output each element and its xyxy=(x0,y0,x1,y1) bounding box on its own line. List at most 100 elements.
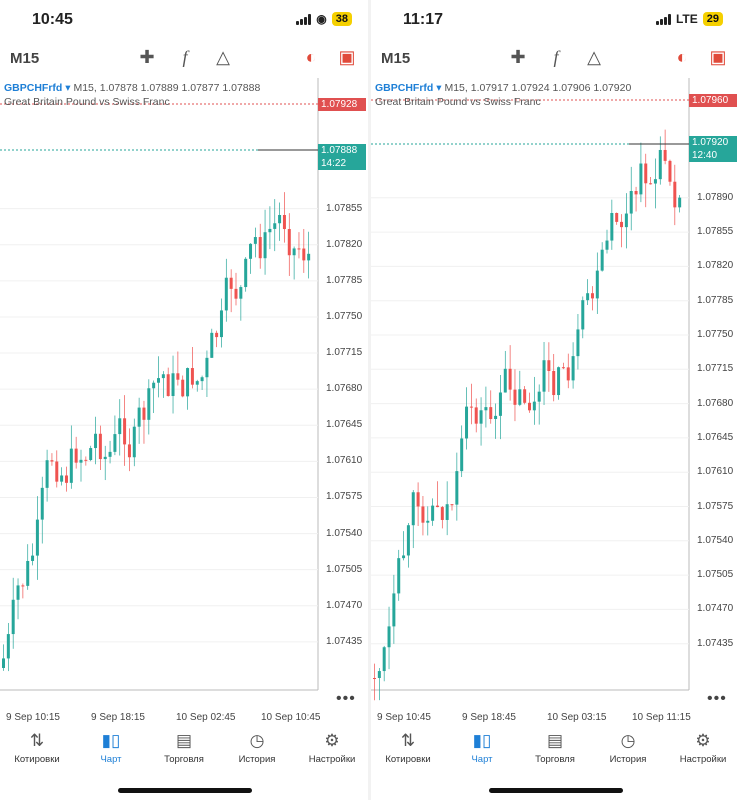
candle-body xyxy=(282,214,286,230)
candle-body xyxy=(40,487,44,520)
candle-body xyxy=(576,329,580,357)
bid-price-tag: 1.07920 12:40 xyxy=(689,136,737,162)
candle-body xyxy=(373,678,376,679)
nav-history[interactable]: ◷ История xyxy=(593,728,663,765)
home-indicator xyxy=(118,788,252,793)
candle-body xyxy=(523,389,527,403)
chart-candles-icon: ▮▯ xyxy=(101,731,121,750)
nav-label: Настройки xyxy=(679,754,727,765)
price-axis-label: 1.07435 xyxy=(697,637,734,649)
more-icon[interactable]: ••• xyxy=(336,690,356,707)
nav-quotes[interactable]: ⇅ Котировки xyxy=(373,728,443,765)
candle-body xyxy=(2,658,5,668)
candlestick-chart[interactable] xyxy=(371,78,739,726)
candle-body xyxy=(416,492,420,507)
nav-settings[interactable]: ⚙ Настройки xyxy=(668,728,738,765)
timeframe-button[interactable]: M15 xyxy=(10,50,40,67)
candle-body xyxy=(21,585,25,587)
quotes-icon: ⇅ xyxy=(400,731,416,750)
chart-trade-icon[interactable]: ▣ xyxy=(338,47,356,67)
candle-body xyxy=(26,560,30,586)
candlestick-chart[interactable] xyxy=(0,78,368,726)
candle-body xyxy=(219,310,223,338)
nav-trade[interactable]: ▤ Торговля xyxy=(520,728,590,765)
nav-chart[interactable]: ▮▯ Чарт xyxy=(76,728,146,765)
phone-screen-right: 11:17 LTE 29 M15 ✚ f △ ◐ ▣ GBPCHFrfd ▾ M… xyxy=(371,0,739,800)
price-axis-label: 1.07645 xyxy=(697,431,734,443)
price-axis-label: 1.07820 xyxy=(326,238,363,250)
candle-body xyxy=(581,300,585,330)
candle-body xyxy=(629,191,633,214)
ask-price-tag: 1.07960 xyxy=(689,94,737,107)
indicators-icon[interactable]: f xyxy=(553,47,559,67)
network-type: LTE xyxy=(675,12,698,26)
price-axis-label: 1.07645 xyxy=(326,419,363,431)
candle-body xyxy=(103,456,107,460)
candle-body xyxy=(532,401,536,411)
candle-body xyxy=(234,288,238,299)
time-axis-label: 9 Sep 10:15 xyxy=(6,712,60,723)
home-indicator xyxy=(489,788,623,793)
candle-body xyxy=(89,448,93,461)
symbol-name[interactable]: GBPCHFrfd xyxy=(375,82,434,94)
candle-body xyxy=(537,391,541,402)
candle-body xyxy=(489,407,493,420)
price-axis-label: 1.07750 xyxy=(326,310,363,322)
gear-icon: ⚙ xyxy=(695,731,711,750)
nav-chart[interactable]: ▮▯ Чарт xyxy=(447,728,517,765)
time-axis-label: 9 Sep 18:15 xyxy=(91,712,145,723)
signal-icon xyxy=(296,13,312,25)
price-axis-label: 1.07540 xyxy=(326,527,363,539)
one-click-trading-icon[interactable]: ◐ xyxy=(676,47,688,67)
candle-body xyxy=(595,270,599,299)
candle-body xyxy=(273,223,277,229)
candle-body xyxy=(205,357,209,378)
candle-body xyxy=(200,377,204,382)
candle-body xyxy=(35,519,39,556)
candle-body xyxy=(552,370,556,396)
chart-trade-icon[interactable]: ▣ xyxy=(709,47,727,67)
chart-candles-icon: ▮▯ xyxy=(472,731,492,750)
time-axis-label: 9 Sep 18:45 xyxy=(462,712,516,723)
quote-text: M15, 1.07917 1.07924 1.07906 1.07920 xyxy=(444,82,632,94)
symbol-name[interactable]: GBPCHFrfd xyxy=(4,82,63,94)
candle-body xyxy=(397,558,401,594)
candle-body xyxy=(518,389,522,405)
timeframe-button[interactable]: M15 xyxy=(381,50,411,67)
candle-body xyxy=(176,373,180,380)
chart-area[interactable]: GBPCHFrfd ▾ M15, 1.07878 1.07889 1.07877… xyxy=(0,78,368,726)
time-axis-label: 10 Sep 03:15 xyxy=(547,712,607,723)
battery-badge: 29 xyxy=(702,12,723,26)
more-icon[interactable]: ••• xyxy=(707,690,727,707)
objects-icon[interactable]: △ xyxy=(216,47,230,67)
nav-label: История xyxy=(609,754,647,765)
candle-body xyxy=(181,379,185,397)
nav-history[interactable]: ◷ История xyxy=(222,728,292,765)
nav-label: Чарт xyxy=(471,754,493,765)
nav-settings[interactable]: ⚙ Настройки xyxy=(297,728,367,765)
one-click-trading-icon[interactable]: ◐ xyxy=(305,47,317,67)
crosshair-icon[interactable]: ✚ xyxy=(139,47,155,67)
candle-body xyxy=(484,407,488,411)
quotes-icon: ⇅ xyxy=(29,731,45,750)
indicators-icon[interactable]: f xyxy=(182,47,188,67)
wifi-icon: ◉ xyxy=(316,12,327,26)
objects-icon[interactable]: △ xyxy=(587,47,601,67)
nav-trade[interactable]: ▤ Торговля xyxy=(149,728,219,765)
chart-area[interactable]: GBPCHFrfd ▾ M15, 1.07917 1.07924 1.07906… xyxy=(371,78,739,726)
candle-body xyxy=(566,367,570,381)
price-axis-label: 1.07540 xyxy=(697,534,734,546)
time-axis-label: 10 Sep 02:45 xyxy=(176,712,236,723)
candle-body xyxy=(605,240,609,250)
symbol-description: Great Britain Pound vs Swiss Franc xyxy=(375,96,541,108)
candle-body xyxy=(74,448,78,463)
nav-quotes[interactable]: ⇅ Котировки xyxy=(2,728,72,765)
candle-body xyxy=(142,407,146,420)
crosshair-icon[interactable]: ✚ xyxy=(510,47,526,67)
candle-body xyxy=(445,504,449,520)
candle-body xyxy=(215,332,219,338)
price-axis-label: 1.07855 xyxy=(697,226,734,238)
candle-body xyxy=(387,626,391,648)
nav-label: История xyxy=(238,754,276,765)
